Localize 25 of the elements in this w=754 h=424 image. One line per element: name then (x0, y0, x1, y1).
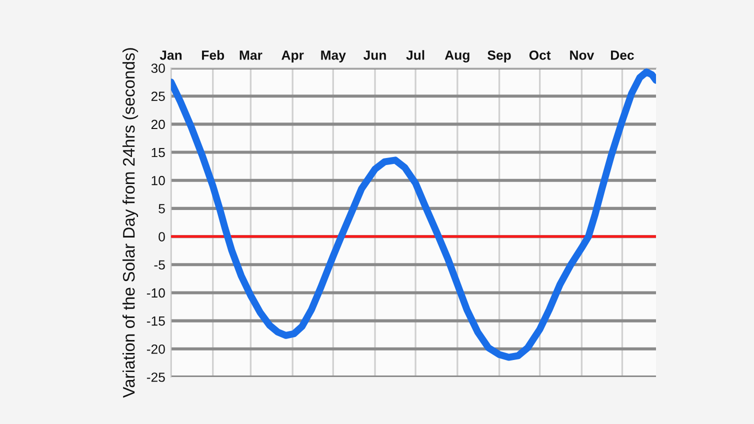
y-tick-label: 15 (152, 148, 165, 158)
x-tick-label: Jul (406, 50, 424, 60)
x-tick-label: Mar (240, 50, 262, 60)
y-axis-title: Variation of the Solar Day from 24hrs (seconds) (122, 48, 138, 398)
y-tick-label: 0 (158, 232, 165, 242)
y-tick-label: 20 (151, 120, 165, 130)
x-tick-label: Apr (282, 50, 304, 62)
y-tick-label: 10 (152, 176, 165, 186)
x-tick-label: Oct (529, 50, 551, 60)
y-tick-label: 25 (151, 92, 165, 101)
x-tick-label: Dec (611, 50, 634, 60)
x-tick-label: Feb (202, 50, 224, 60)
y-tick-label: -10 (146, 288, 165, 298)
x-tick-label: May (321, 50, 346, 62)
x-tick-label: Sep (488, 50, 511, 62)
y-tick-label: -15 (146, 316, 165, 326)
y-tick-label: -20 (146, 344, 165, 354)
y-tick-label: 5 (158, 204, 165, 214)
x-tick-label: Aug (444, 50, 470, 62)
x-tick-label: Jun (363, 50, 386, 60)
x-tick-label: Nov (570, 50, 594, 60)
y-tick-label: -5 (154, 260, 165, 270)
y-tick-label: 30 (151, 64, 165, 73)
y-tick-label: -25 (146, 372, 165, 382)
x-tick-label: Jan (160, 50, 182, 60)
